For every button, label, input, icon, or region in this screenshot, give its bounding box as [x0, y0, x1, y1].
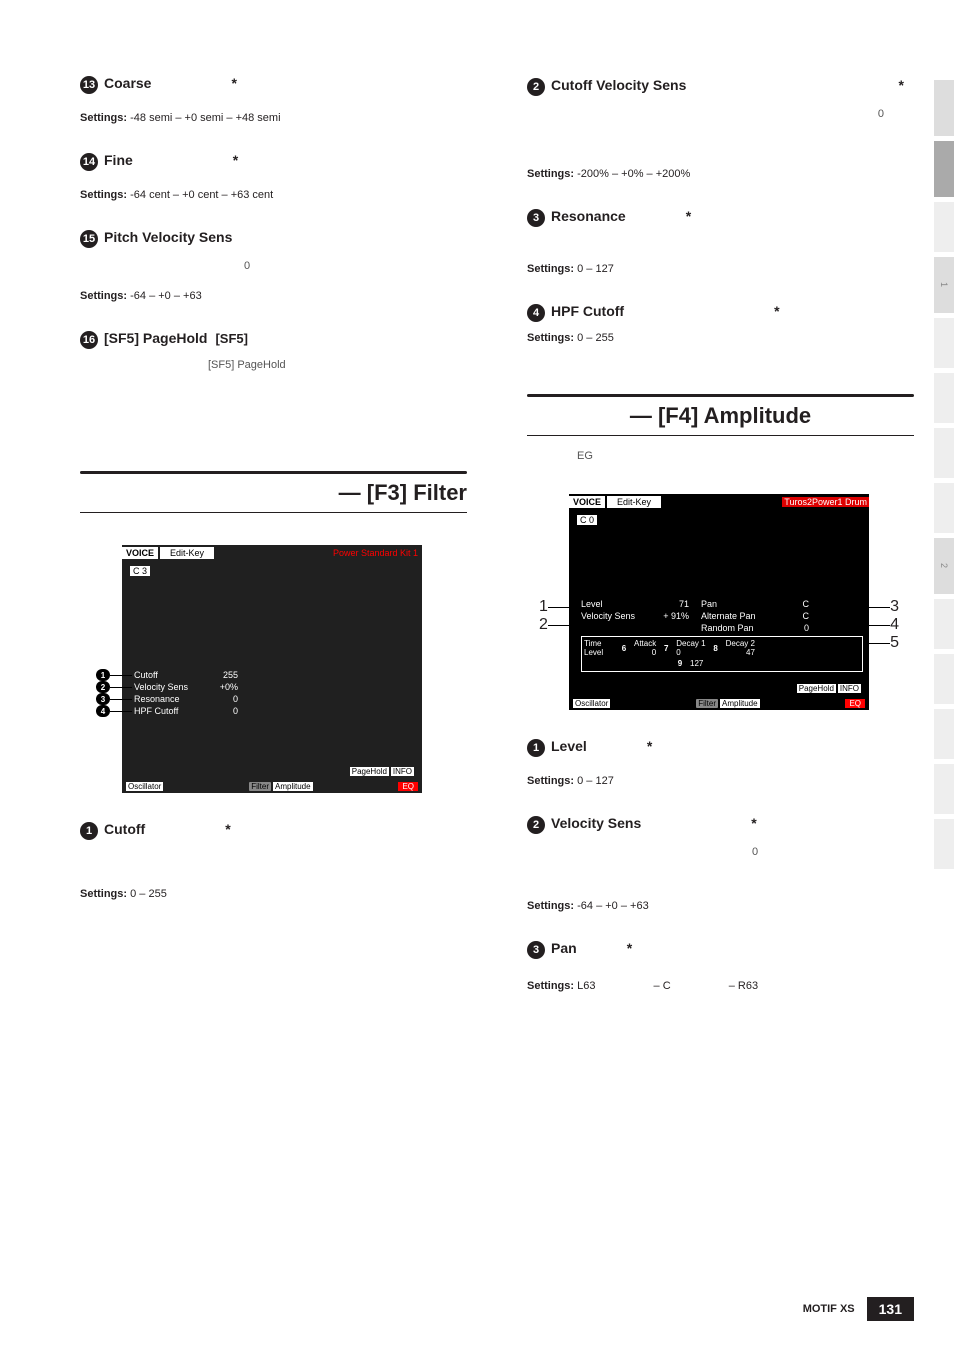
cutoff-settings: Settings: 0 – 255	[80, 888, 467, 900]
fine-settings: Settings: -64 cent – +0 cent – +63 cent	[80, 189, 467, 201]
param-hpf: 4 HPF Cutoff *	[527, 303, 914, 322]
coarse-title: Coarse	[104, 75, 151, 91]
amp-section-title: — [F4] Amplitude	[527, 403, 914, 429]
param-pan: 3 Pan *	[527, 940, 914, 959]
coarse-settings: Settings: -48 semi – +0 semi – +48 semi	[80, 112, 467, 124]
param-cutoff: 1 Cutoff *	[80, 821, 467, 840]
motif-label: MOTIF XS	[803, 1303, 855, 1315]
lcd-filter-screenshot: VOICE Edit-Key Power Standard Kit 1 C 3 …	[122, 545, 422, 793]
hpf-settings: Settings: 0 – 255	[527, 332, 914, 344]
hpf-title: HPF Cutoff	[551, 303, 624, 319]
velsens-settings: Settings: -64 – +0 – +63	[527, 900, 914, 912]
param-fine: 14 Fine *	[80, 152, 467, 171]
pvs-title: Pitch Velocity Sens	[104, 229, 232, 245]
page-number: 131	[867, 1297, 914, 1321]
star: *	[225, 821, 240, 837]
param-cvs: 2 Cutoff Velocity Sens *	[527, 77, 914, 96]
vel-zero: 0	[752, 846, 914, 858]
param-resonance: 3 Resonance *	[527, 208, 914, 227]
sf5-body: [SF5] PageHold	[208, 359, 467, 371]
lcd-amplitude-screenshot: VOICE Edit-Key Turos2Power1 Drum C 0 1 2	[569, 494, 869, 710]
star: *	[231, 75, 246, 91]
star: *	[774, 303, 789, 319]
eg-label: EG	[577, 450, 914, 462]
num-badge-13: 13	[80, 76, 98, 94]
num-badge-14: 14	[80, 153, 98, 171]
page-footer: MOTIF XS 131	[803, 1297, 914, 1321]
res-settings: Settings: 0 – 127	[527, 263, 914, 275]
sf5-title: [SF5] PageHold	[104, 330, 207, 346]
num-badge-15: 15	[80, 230, 98, 248]
side-tabs: 1 2	[934, 80, 954, 874]
pvs-zero: 0	[244, 260, 467, 272]
filter-section-title: — [F3] Filter	[80, 480, 467, 506]
star: *	[233, 152, 248, 168]
pan-settings: Settings: L63 – C – R63	[527, 977, 914, 993]
pvs-settings: Settings: -64 – +0 – +63	[80, 290, 467, 302]
star: *	[686, 208, 701, 224]
fine-title: Fine	[104, 152, 133, 168]
cvs-zero: 0	[527, 108, 884, 120]
num-badge-2: 2	[527, 78, 545, 96]
param-coarse: 13 Coarse *	[80, 75, 467, 94]
param-sf5: 16 [SF5] PageHold [SF5]	[80, 330, 467, 349]
num-badge-16: 16	[80, 331, 98, 349]
num-badge-1: 1	[80, 822, 98, 840]
level-settings: Settings: 0 – 127	[527, 775, 914, 787]
param-pitchvelsens: 15 Pitch Velocity Sens	[80, 229, 467, 248]
param-level: 1 Level *	[527, 738, 914, 757]
amp-rule	[527, 394, 914, 397]
param-velsens: 2 Velocity Sens *	[527, 815, 914, 834]
cvs-title: Cutoff Velocity Sens	[551, 77, 686, 93]
num-badge-3: 3	[527, 209, 545, 227]
num-badge-4: 4	[527, 304, 545, 322]
res-title: Resonance	[551, 208, 626, 224]
cutoff-title: Cutoff	[104, 821, 145, 837]
star: *	[899, 77, 914, 93]
filter-rule	[80, 471, 467, 474]
cvs-settings: Settings: -200% – +0% – +200%	[527, 168, 914, 180]
